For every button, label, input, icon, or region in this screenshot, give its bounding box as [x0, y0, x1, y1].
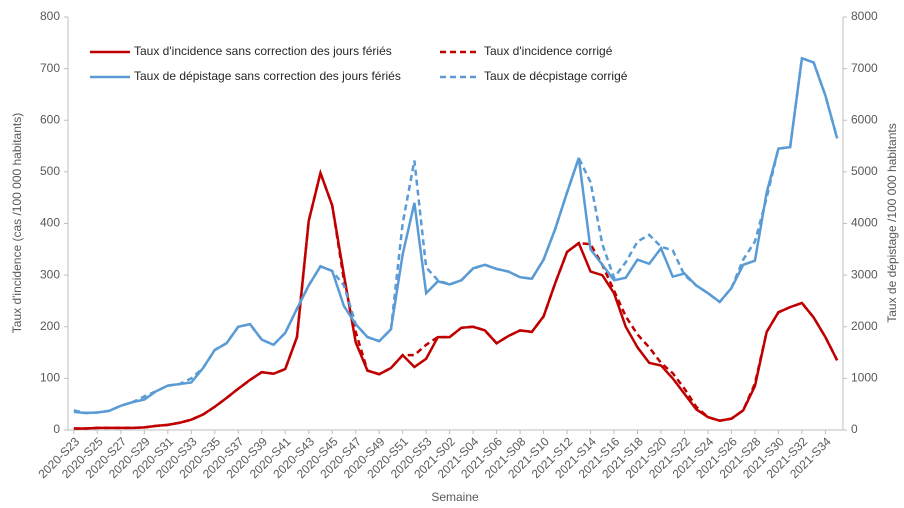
- y-tick-label: 700: [40, 61, 60, 75]
- y2-tick-label: 8000: [851, 9, 878, 23]
- series-line: [73, 56, 839, 415]
- legend-label: Taux de décpistage corrigé: [484, 69, 628, 83]
- y-tick-label: 600: [40, 112, 60, 126]
- y-tick-label: 500: [40, 164, 60, 178]
- y2-tick-label: 5000: [851, 164, 878, 178]
- y-tick-label: 100: [40, 371, 60, 385]
- y2-tick-label: 2000: [851, 319, 878, 333]
- legend-label: Taux de dépistage sans correction des jo…: [134, 69, 401, 83]
- y-tick-label: 400: [40, 216, 60, 230]
- legend-label: Taux d'incidence sans correction des jou…: [134, 44, 392, 58]
- series-line: [73, 168, 839, 430]
- y-tick-label: 200: [40, 319, 60, 333]
- y-tick-label: 800: [40, 9, 60, 23]
- series-line: [73, 56, 839, 415]
- series-line: [73, 168, 839, 430]
- y-tick-label: 300: [40, 267, 60, 281]
- y2-tick-label: 3000: [851, 267, 878, 281]
- y2-tick-label: 1000: [851, 371, 878, 385]
- y2-tick-label: 4000: [851, 216, 878, 230]
- x-axis-title: Semaine: [431, 490, 479, 504]
- legend-label: Taux d'incidence corrigé: [484, 44, 613, 58]
- legend: Taux d'incidence sans correction des jou…: [90, 44, 628, 83]
- y2-tick-label: 0: [851, 422, 858, 436]
- y2-tick-label: 7000: [851, 61, 878, 75]
- y-axis-title: Taux d'incidence (cas /100 000 habitants…: [10, 113, 24, 333]
- y-tick-label: 0: [53, 422, 60, 436]
- y2-axis-title: Taux de dépistage /100 000 habitants: [885, 123, 899, 323]
- y2-tick-label: 6000: [851, 112, 878, 126]
